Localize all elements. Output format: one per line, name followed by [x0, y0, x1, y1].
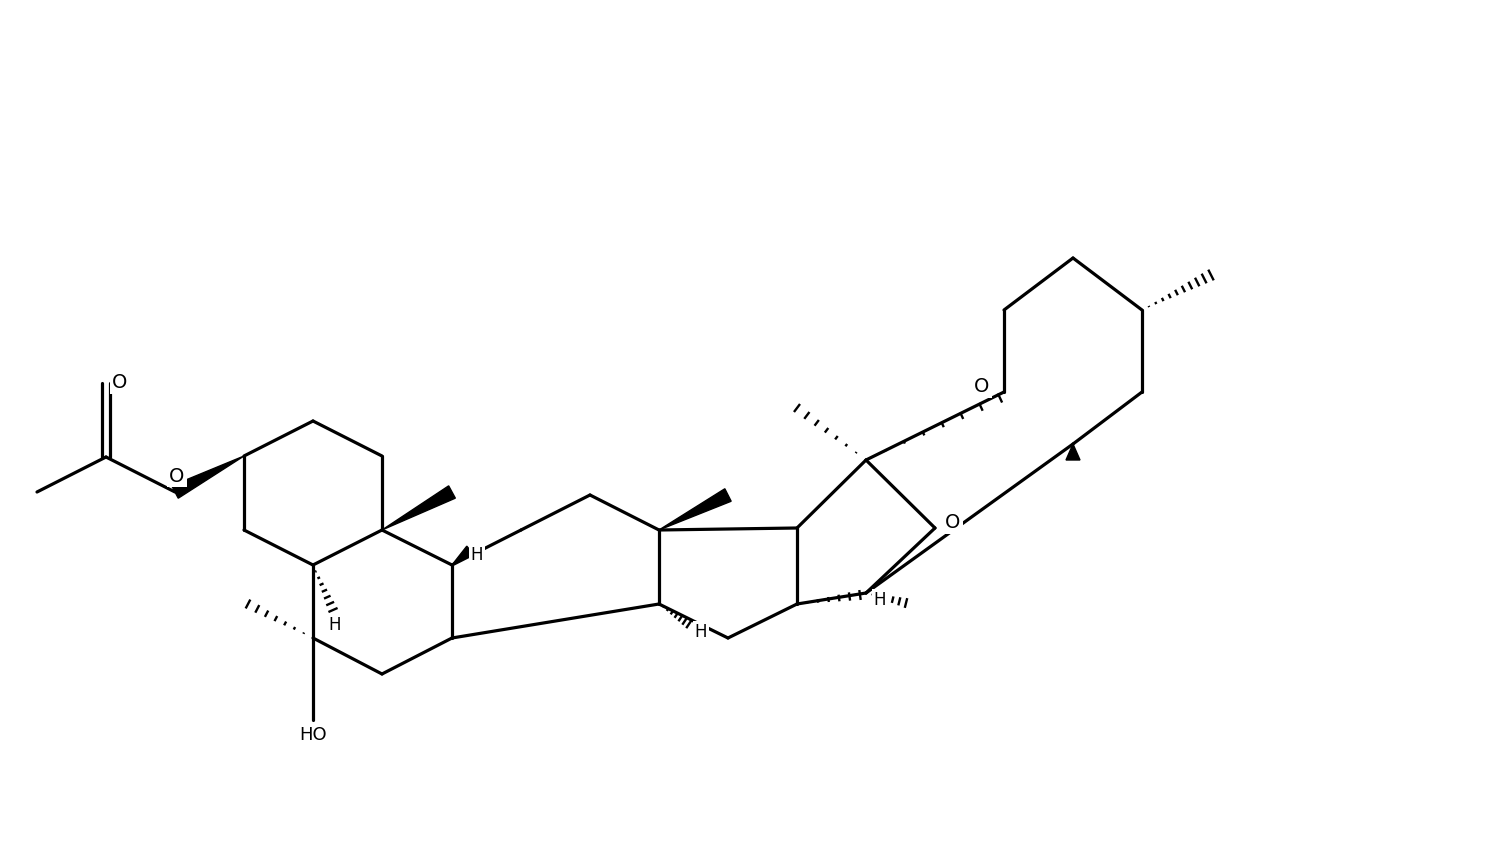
Text: O: O — [946, 514, 961, 533]
Text: H: H — [471, 546, 483, 564]
Polygon shape — [660, 488, 732, 530]
Text: O: O — [113, 373, 128, 393]
Text: H: H — [873, 591, 886, 609]
Text: H: H — [328, 616, 342, 634]
Polygon shape — [383, 486, 455, 530]
Text: H: H — [694, 623, 708, 641]
Text: HO: HO — [300, 726, 327, 744]
Text: O: O — [169, 466, 185, 486]
Polygon shape — [172, 456, 244, 499]
Text: O: O — [974, 377, 989, 397]
Polygon shape — [452, 546, 473, 565]
Polygon shape — [1066, 444, 1080, 460]
